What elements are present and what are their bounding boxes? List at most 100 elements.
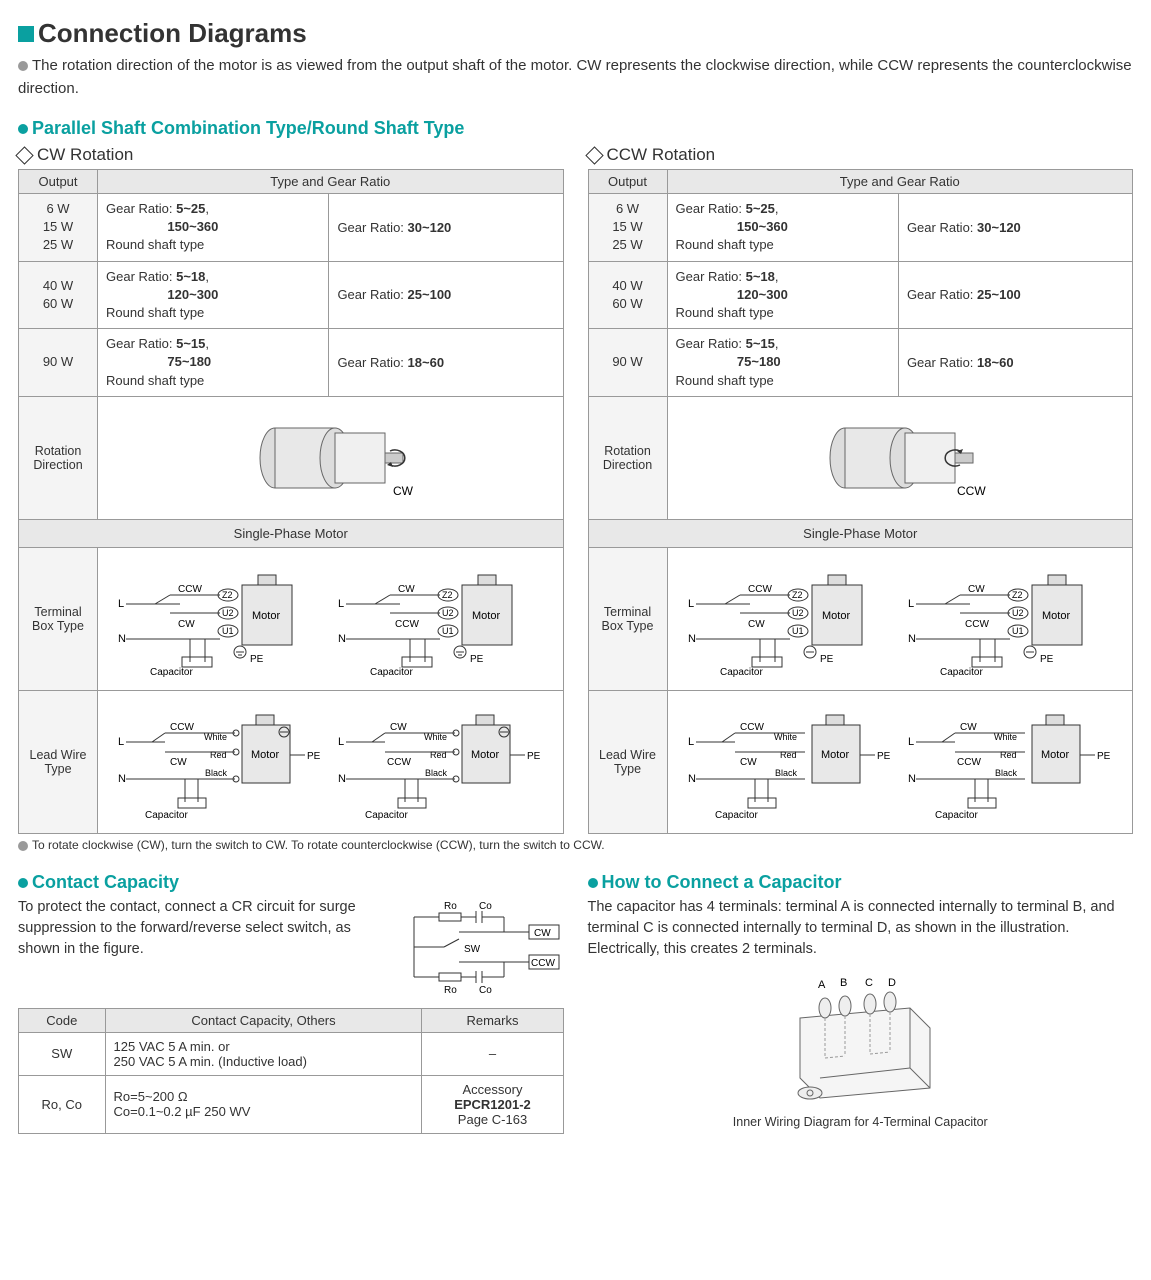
- svg-text:Motor: Motor: [1042, 610, 1070, 622]
- rotation-columns: CW Rotation Output Type and Gear Ratio 6…: [18, 143, 1133, 834]
- svg-text:Motor: Motor: [251, 749, 279, 761]
- svg-text:Capacitor: Capacitor: [720, 667, 763, 677]
- table-row: 6 W15 W25 W Gear Ratio: 5~25, 150~360Rou…: [588, 194, 1133, 262]
- svg-text:Motor: Motor: [472, 610, 500, 622]
- table-row: 90 W Gear Ratio: 5~15, 75~180Round shaft…: [588, 329, 1133, 397]
- table-row: 90 W Gear Ratio: 5~15, 75~180Round shaft…: [19, 329, 564, 397]
- svg-text:Red: Red: [430, 750, 447, 760]
- svg-text:CCW: CCW: [957, 484, 986, 498]
- svg-text:Co: Co: [479, 901, 492, 912]
- svg-text:CCW: CCW: [740, 722, 764, 733]
- terminal-wiring-cw-icon: L N CCW CW Capacitor Z2: [110, 557, 550, 677]
- svg-text:U1: U1: [442, 626, 454, 636]
- bullet-icon: [18, 841, 28, 851]
- contact-table: Code Contact Capacity, Others Remarks SW…: [18, 1008, 564, 1134]
- cap-caption: Inner Wiring Diagram for 4-Terminal Capa…: [588, 1115, 1134, 1129]
- svg-text:Z2: Z2: [792, 590, 803, 600]
- table-row: Ro, Co Ro=5~200 ΩCo=0.1~0.2 µF 250 WV Ac…: [19, 1075, 564, 1133]
- svg-text:Capacitor: Capacitor: [365, 810, 408, 820]
- svg-text:CCW: CCW: [387, 757, 411, 768]
- shaft-heading: Parallel Shaft Combination Type/Round Sh…: [18, 118, 1133, 139]
- svg-text:CW: CW: [960, 722, 977, 733]
- svg-text:U2: U2: [792, 608, 804, 618]
- title-marker-icon: [18, 26, 34, 42]
- svg-text:PE: PE: [820, 654, 834, 665]
- svg-text:CW: CW: [968, 584, 985, 595]
- svg-text:CCW: CCW: [178, 584, 202, 595]
- svg-text:CCW: CCW: [748, 584, 772, 595]
- cr-circuit-icon: Ro Co CW CCW SW: [384, 897, 564, 997]
- svg-text:Motor: Motor: [821, 749, 849, 761]
- cr-circuit-diagram: Ro Co CW CCW SW: [384, 897, 564, 1000]
- teal-bullet-icon: [588, 878, 598, 888]
- svg-text:Motor: Motor: [252, 610, 280, 622]
- svg-text:Capacitor: Capacitor: [150, 667, 193, 677]
- table-row: SW 125 VAC 5 A min. or250 VAC 5 A min. (…: [19, 1032, 564, 1075]
- svg-text:CW: CW: [748, 619, 765, 630]
- ccw-heading: CCW Rotation: [588, 145, 1134, 165]
- svg-text:PE: PE: [1040, 654, 1054, 665]
- rotate-footnote: To rotate clockwise (CW), turn the switc…: [18, 838, 1133, 852]
- svg-text:CW: CW: [740, 757, 757, 768]
- terminal-box-row: Terminal Box Type L N CCW CW: [19, 547, 564, 690]
- svg-text:CW: CW: [390, 722, 407, 733]
- motor-cw-icon: CW: [225, 403, 435, 513]
- svg-text:Red: Red: [1000, 750, 1017, 760]
- lead-wiring-ccw-icon: L N CCW White CW Red Black: [680, 700, 1120, 820]
- svg-text:Motor: Motor: [471, 749, 499, 761]
- svg-text:White: White: [994, 732, 1017, 742]
- svg-text:Capacitor: Capacitor: [715, 810, 758, 820]
- svg-text:L: L: [118, 598, 124, 610]
- motor-ccw-icon: CCW: [795, 403, 1005, 513]
- svg-text:L: L: [688, 598, 694, 610]
- svg-text:PE: PE: [470, 654, 484, 665]
- svg-text:CCW: CCW: [957, 757, 981, 768]
- svg-text:White: White: [774, 732, 797, 742]
- svg-text:Z2: Z2: [442, 590, 453, 600]
- svg-text:Black: Black: [995, 768, 1018, 778]
- svg-text:PE: PE: [527, 751, 541, 762]
- bullet-icon: [18, 61, 28, 71]
- svg-text:CCW: CCW: [531, 958, 555, 969]
- page-title: Connection Diagrams: [18, 18, 1133, 49]
- teal-bullet-icon: [18, 878, 28, 888]
- lead-wire-row: Lead Wire Type L N CCW White CW: [588, 690, 1133, 833]
- capacitor-4terminal-icon: A B C D: [760, 968, 960, 1108]
- svg-text:White: White: [424, 732, 447, 742]
- table-row: 40 W60 W Gear Ratio: 5~18, 120~300Round …: [588, 261, 1133, 329]
- svg-text:Black: Black: [775, 768, 798, 778]
- svg-text:Ro: Ro: [444, 985, 457, 996]
- svg-text:Z2: Z2: [222, 590, 233, 600]
- svg-text:PE: PE: [1097, 751, 1111, 762]
- svg-text:PE: PE: [250, 654, 264, 665]
- svg-text:N: N: [688, 773, 696, 785]
- svg-text:L: L: [908, 736, 914, 748]
- capacitor-heading: How to Connect a Capacitor: [588, 872, 1134, 893]
- svg-text:Capacitor: Capacitor: [370, 667, 413, 677]
- svg-text:Motor: Motor: [1041, 749, 1069, 761]
- svg-text:Motor: Motor: [822, 610, 850, 622]
- svg-text:Black: Black: [425, 768, 448, 778]
- svg-text:L: L: [338, 598, 344, 610]
- svg-text:White: White: [204, 732, 227, 742]
- rotation-direction-row: Rotation Direction CW: [19, 396, 564, 519]
- intro-text: The rotation direction of the motor is a…: [18, 55, 1133, 100]
- svg-text:Z2: Z2: [1012, 590, 1023, 600]
- contact-heading: Contact Capacity: [18, 872, 564, 893]
- cw-heading: CW Rotation: [18, 145, 564, 165]
- capacitor-section: How to Connect a Capacitor The capacitor…: [588, 870, 1134, 1134]
- diamond-icon: [585, 146, 603, 164]
- terminal-box-row: Terminal Box Type L N CCW CW: [588, 547, 1133, 690]
- svg-text:Capacitor: Capacitor: [940, 667, 983, 677]
- svg-text:N: N: [908, 773, 916, 785]
- svg-text:C: C: [865, 977, 873, 989]
- svg-text:N: N: [908, 633, 916, 645]
- svg-text:Capacitor: Capacitor: [145, 810, 188, 820]
- svg-text:D: D: [888, 977, 896, 989]
- cap-text1: The capacitor has 4 terminals: terminal …: [588, 897, 1134, 939]
- svg-text:Ro: Ro: [444, 901, 457, 912]
- svg-text:N: N: [338, 773, 346, 785]
- svg-text:L: L: [118, 736, 124, 748]
- svg-text:N: N: [118, 633, 126, 645]
- phase-header: Single-Phase Motor: [19, 519, 564, 547]
